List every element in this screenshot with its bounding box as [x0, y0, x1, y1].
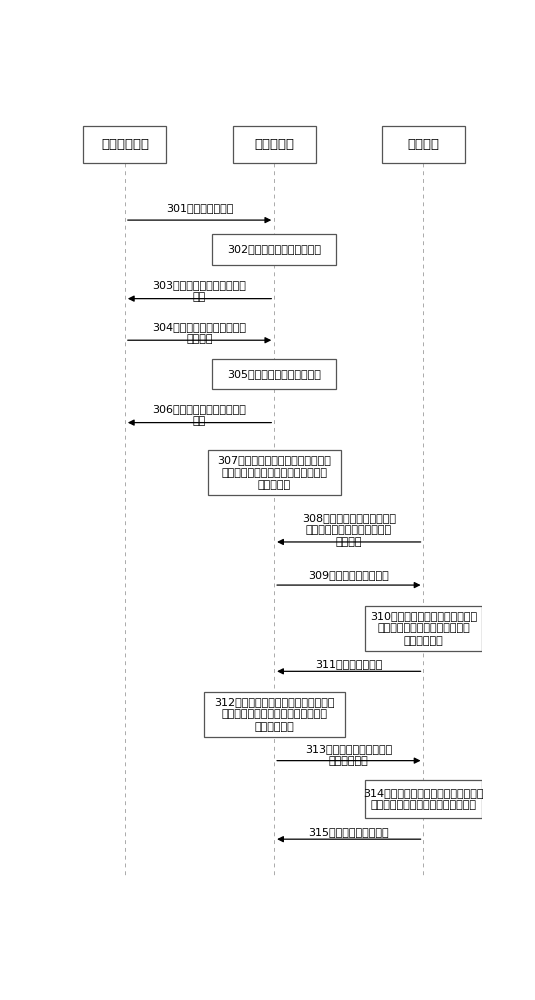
Bar: [382, 126, 465, 163]
Bar: [83, 126, 166, 163]
Text: 周期性地发送存储日志信息的: 周期性地发送存储日志信息的: [306, 525, 392, 535]
Text: 第一电子文件: 第一电子文件: [254, 722, 294, 732]
Bar: [212, 359, 337, 389]
Bar: [208, 450, 340, 495]
Text: 305、验证条目文件的完整性: 305、验证条目文件的完整性: [227, 369, 321, 379]
Text: 309、发送存储日志信息: 309、发送存储日志信息: [309, 570, 389, 580]
Text: 第一电子文件: 第一电子文件: [329, 756, 369, 766]
Bar: [365, 780, 482, 818]
Text: 信息: 信息: [193, 416, 206, 426]
Text: 的条目文件之间的映射关系，生成存: 的条目文件之间的映射关系，生成存: [221, 468, 327, 478]
Bar: [233, 126, 316, 163]
Text: 311、发送调档指令: 311、发送调档指令: [315, 659, 383, 669]
Text: 条目文件: 条目文件: [186, 334, 213, 344]
Text: 档案系统: 档案系统: [408, 138, 439, 151]
Text: 312、根据调档指令和映射关系，获得: 312、根据调档指令和映射关系，获得: [214, 697, 334, 707]
Text: 304、发送与电子文件对应的: 304、发送与电子文件对应的: [152, 322, 247, 332]
Text: 前端业务系统: 前端业务系统: [101, 138, 149, 151]
Bar: [204, 692, 345, 737]
Text: 303、发送电子文件上传反馈: 303、发送电子文件上传反馈: [152, 280, 247, 290]
Text: 313、发送第一条目文件和: 313、发送第一条目文件和: [305, 744, 393, 754]
Text: 302、验证电子文件的完整性: 302、验证电子文件的完整性: [227, 244, 321, 254]
Bar: [365, 606, 482, 651]
Text: 接口服务器: 接口服务器: [254, 138, 294, 151]
Text: 储日志信息: 储日志信息: [258, 480, 291, 490]
Text: 306、发送条目文件上传反馈: 306、发送条目文件上传反馈: [152, 404, 247, 414]
Text: 308、根据预设的时间周期，: 308、根据预设的时间周期，: [302, 513, 396, 523]
Text: 310、根据存储日志信息和预设的: 310、根据存储日志信息和预设的: [370, 611, 477, 621]
Bar: [212, 234, 337, 265]
Text: 第一条目文件和第一条目文件对应的: 第一条目文件和第一条目文件对应的: [221, 709, 327, 719]
Text: 查看请求: 查看请求: [335, 537, 362, 547]
Text: 生成调档指令: 生成调档指令: [403, 636, 444, 646]
Text: 307、建立电子文件和电子文件对应: 307、建立电子文件和电子文件对应: [217, 455, 331, 465]
Text: 信息: 信息: [193, 292, 206, 302]
Text: 件进行归档处理，生成归档反馈信息: 件进行归档处理，生成归档反馈信息: [370, 800, 477, 810]
Text: 315、发送归档反馈信息: 315、发送归档反馈信息: [309, 827, 389, 837]
Text: 314、利用第一条目文件对第一电子文: 314、利用第一条目文件对第一电子文: [363, 788, 484, 798]
Text: 判定条件，选出第一条目文件，: 判定条件，选出第一条目文件，: [377, 623, 470, 633]
Text: 301、发送电子文件: 301、发送电子文件: [166, 203, 233, 213]
